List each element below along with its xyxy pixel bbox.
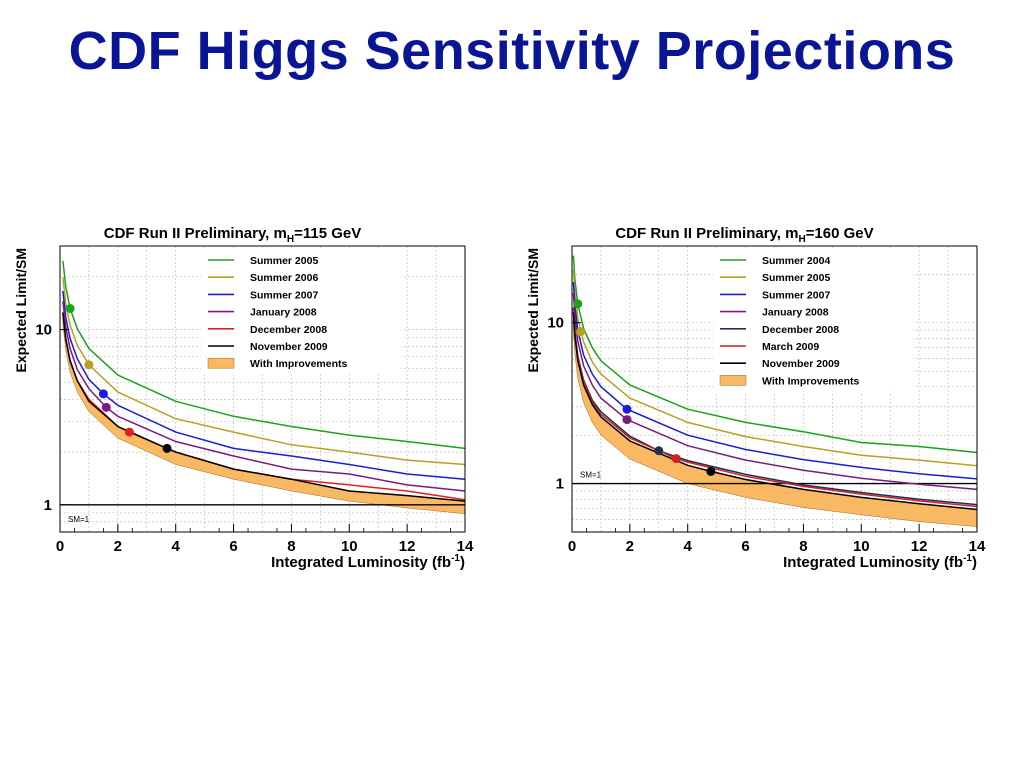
chart0-x-axis-label: Integrated Luminosity (fb-1) xyxy=(271,553,465,571)
chart0-legend-label-december-2008: December 2008 xyxy=(250,324,327,336)
chart1-marker-november-2009 xyxy=(706,466,716,476)
chart0-legend-label-with-improvements: With Improvements xyxy=(250,358,347,370)
chart0-x-tick-label-4: 4 xyxy=(172,538,181,555)
chart1-legend-label-summer-2005: Summer 2005 xyxy=(762,272,830,284)
chart1-marker-december-2008 xyxy=(654,446,664,456)
chart0-x-tick-label-2: 2 xyxy=(114,538,122,555)
chart1-legend-bg xyxy=(713,248,913,392)
chart0-y-axis-label: Expected Limit/SM xyxy=(13,248,29,372)
chart1-marker-summer-2005 xyxy=(576,327,586,337)
chart0-series-summer-2006 xyxy=(62,277,466,466)
chart1-x-tick-label-10: 10 xyxy=(853,538,870,555)
chart0-y-tick-label-1: 1 xyxy=(44,497,52,514)
chart0-reference-line-label: SM=1 xyxy=(68,515,90,524)
chart0-y-tick-label-10: 10 xyxy=(35,322,52,339)
chart1-x-axis-label: Integrated Luminosity (fb-1) xyxy=(783,553,977,571)
chart0-title: CDF Run II Preliminary, mH=115 GeV xyxy=(104,225,361,245)
chart1-legend-label-january-2008: January 2008 xyxy=(762,307,829,319)
chart1-reference-line-label: SM=1 xyxy=(580,471,602,480)
chart0-series-summer-2007 xyxy=(62,290,466,480)
chart0-series-january-2008 xyxy=(62,301,466,492)
chart1-legend-label-march-2009: March 2009 xyxy=(762,341,819,353)
chart1-marker-january-2008 xyxy=(622,415,632,425)
chart0-marker-december-2008 xyxy=(124,427,134,437)
chart0-marker-summer-2006 xyxy=(84,360,94,370)
chart1-legend-label-summer-2004: Summer 2004 xyxy=(762,255,830,267)
chart0-x-tick-label-0: 0 xyxy=(56,538,64,555)
chart0-legend-label-summer-2006: Summer 2006 xyxy=(250,272,318,284)
chart0-x-tick-label-12: 12 xyxy=(399,538,416,555)
chart0-x-tick-label-8: 8 xyxy=(287,538,295,555)
chart0-marker-november-2009 xyxy=(162,443,172,453)
chart1-legend: Summer 2004 Summer 2005 Summer 2007 January… xyxy=(713,248,913,392)
chart0-legend-label-summer-2005: Summer 2005 xyxy=(250,255,318,267)
chart1-legend-label-december-2008: December 2008 xyxy=(762,324,839,336)
chart1-marker-summer-2007 xyxy=(622,404,632,414)
chart0-marker-january-2008 xyxy=(101,402,111,412)
chart0-marker-summer-2005 xyxy=(65,303,75,313)
chart1-marker-march-2009 xyxy=(671,454,681,464)
chart0-legend-label-january-2008: January 2008 xyxy=(250,307,317,319)
chart0-legend-swatch-with-improvements xyxy=(207,357,235,369)
chart1-legend-label-with-improvements: With Improvements xyxy=(762,375,859,387)
chart0-legend-label-november-2009: November 2009 xyxy=(250,341,328,353)
chart-mh115-svg: SM=1 0 2 4 6 8 10 12 14 1 10 CDF Run II Preliminary… xyxy=(13,225,474,571)
chart-mh160-svg: SM=1 0 2 4 6 8 10 12 14 1 10 CDF Run II Preliminary… xyxy=(525,225,986,571)
chart1-legend-label-summer-2007: Summer 2007 xyxy=(762,289,830,301)
chart0-x-tick-label-14: 14 xyxy=(457,538,474,555)
chart1-x-tick-label-4: 4 xyxy=(684,538,693,555)
chart1-legend-swatch-with-improvements xyxy=(719,375,747,386)
chart1-y-axis-label: Expected Limit/SM xyxy=(525,248,541,372)
chart1-marker-summer-2004 xyxy=(573,299,583,309)
chart1-y-tick-label-1: 1 xyxy=(556,476,564,493)
chart1-series-summer-2005 xyxy=(572,269,978,467)
chart1-x-tick-label-8: 8 xyxy=(799,538,807,555)
chart1-x-tick-label-6: 6 xyxy=(741,538,749,555)
chart0-marker-summer-2007 xyxy=(98,389,108,399)
chart0-legend-bg xyxy=(201,248,401,375)
chart0-plot-frame xyxy=(59,245,466,533)
chart1-x-tick-label-12: 12 xyxy=(911,538,928,555)
slide-title: CDF Higgs Sensitivity Projections xyxy=(68,21,956,81)
chart0-legend: Summer 2005 Summer 2006 Summer 2007 January… xyxy=(201,248,401,375)
chart1-plot-frame xyxy=(571,245,978,533)
chart0-x-tick-label-10: 10 xyxy=(341,538,358,555)
chart-mh115: SM=1 0 2 4 6 8 10 12 14 1 10 CDF Run II Preliminary… xyxy=(10,218,480,578)
chart0-legend-label-summer-2007: Summer 2007 xyxy=(250,289,318,301)
chart0-x-tick-label-6: 6 xyxy=(229,538,237,555)
chart1-title: CDF Run II Preliminary, mH=160 GeV xyxy=(615,225,873,245)
chart1-legend-label-november-2009: November 2009 xyxy=(762,358,840,370)
chart1-series-march-2009 xyxy=(572,309,978,508)
chart1-x-tick-label-2: 2 xyxy=(626,538,634,555)
chart1-y-tick-label-10: 10 xyxy=(547,315,564,332)
chart1-x-tick-label-0: 0 xyxy=(568,538,576,555)
chart-mh160: SM=1 0 2 4 6 8 10 12 14 1 10 CDF Run II Preliminary… xyxy=(522,218,992,578)
chart1-x-tick-label-14: 14 xyxy=(969,538,986,555)
